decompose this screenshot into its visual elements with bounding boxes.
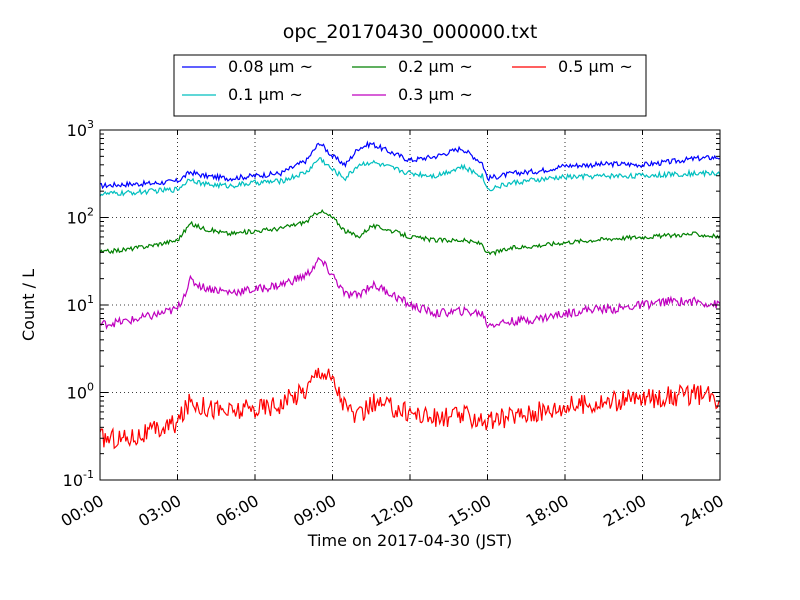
legend: 0.08 μm ~ 0.1 μm ~ 0.2 μm ~ 0.3 μm ~ 0.5 μm … [173,54,647,117]
series-line [99,367,721,450]
legend-label: 0.2 μm ~ [398,57,473,76]
axis-ticks [99,129,721,481]
y-tick-labels: 10-1 100 101 102 103 [63,118,94,490]
series-line [99,208,721,257]
y-tick-label: 10-1 [63,468,94,490]
y-axis-title: Count / L [19,269,38,341]
y-tick-label: 103 [67,118,94,140]
grid [100,130,720,480]
chart-title: opc_20170430_000000.txt [283,21,538,43]
legend-label: 0.08 μm ~ [228,57,313,76]
legend-items: 0.08 μm ~ 0.1 μm ~ 0.2 μm ~ 0.3 μm ~ 0.5 μm … [182,57,633,104]
legend-frame [173,54,647,117]
series-line [99,140,721,190]
series-lines [99,140,721,450]
series-line [99,157,721,197]
y-tick-label: 100 [67,381,94,403]
legend-label: 0.5 μm ~ [558,57,633,76]
y-tick-label: 102 [67,206,94,228]
y-tick-label: 101 [67,293,94,315]
series-line [99,256,721,330]
legend-label: 0.1 μm ~ [228,85,303,104]
legend-label: 0.3 μm ~ [398,85,473,104]
x-axis-title: Time on 2017-04-30 (JST) [307,531,512,550]
